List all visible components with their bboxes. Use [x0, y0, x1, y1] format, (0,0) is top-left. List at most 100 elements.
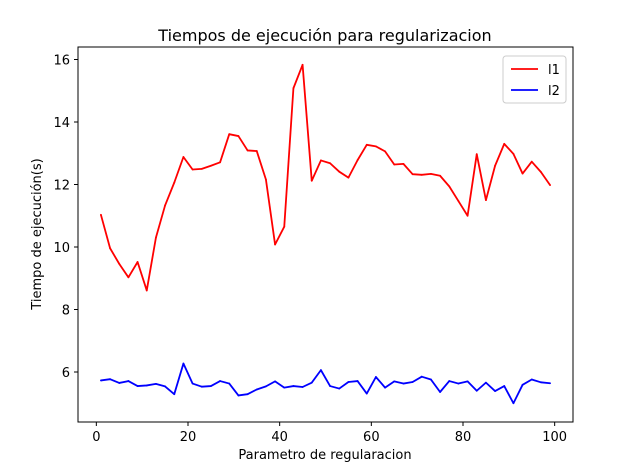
data-point-l1: [530, 160, 533, 163]
data-point-l2: [475, 389, 478, 392]
data-point-l2: [292, 385, 295, 387]
data-point-l1: [356, 159, 359, 162]
data-point-l1: [430, 172, 432, 175]
data-point-l2: [347, 381, 350, 383]
data-point-l1: [320, 159, 322, 162]
data-point-l2: [265, 385, 267, 388]
legend-box: [502, 55, 567, 104]
data-point-l1: [466, 214, 469, 217]
data-point-l2: [136, 385, 139, 387]
x-tick-label: 0: [92, 430, 100, 445]
data-point-l1: [475, 153, 478, 156]
data-point-l1: [274, 243, 276, 246]
data-point-l1: [118, 262, 121, 265]
y-tick-label: 12: [53, 179, 70, 194]
data-point-l2: [219, 380, 221, 382]
data-point-l2: [457, 382, 460, 385]
data-point-l2: [237, 394, 240, 397]
y-axis-label: Tiempo de ejecución(s): [30, 158, 45, 310]
data-point-l2: [191, 382, 194, 385]
data-point-l1: [512, 152, 515, 155]
data-point-l2: [182, 362, 185, 365]
data-point-l1: [136, 261, 139, 263]
x-tick-label: 100: [542, 430, 567, 445]
data-point-l2: [448, 380, 451, 382]
data-point-l2: [375, 376, 377, 378]
data-point-l1: [164, 204, 166, 207]
y-tick-label: 14: [53, 116, 70, 131]
data-point-l2: [274, 380, 276, 383]
data-point-l2: [393, 380, 396, 383]
data-point-l1: [265, 178, 267, 181]
legend-label-l1: l1: [548, 63, 560, 78]
data-point-l2: [228, 382, 231, 385]
data-point-l2: [540, 381, 542, 384]
data-point-l1: [503, 142, 506, 145]
data-point-l2: [503, 385, 506, 387]
data-point-l1: [448, 185, 451, 188]
y-tick-label: 16: [53, 54, 70, 69]
y-tick-label: 6: [62, 366, 70, 381]
data-point-l2: [512, 402, 515, 405]
data-point-l2: [356, 380, 359, 382]
axis-ticks: 0 20 40 60 80 100 6 8 10 12 14 16: [53, 54, 567, 446]
data-point-l2: [530, 378, 533, 381]
data-point-l1: [549, 184, 551, 187]
data-point-l1: [402, 162, 405, 165]
data-point-l1: [246, 149, 249, 152]
data-point-l1: [457, 200, 460, 202]
data-point-l1: [329, 162, 331, 165]
data-point-l2: [118, 382, 121, 384]
data-point-l1: [210, 164, 212, 167]
data-point-l2: [320, 369, 322, 372]
data-point-l2: [494, 390, 496, 392]
data-point-l2: [411, 381, 414, 383]
data-point-l1: [521, 172, 524, 175]
data-point-l1: [283, 225, 286, 228]
data-point-l1: [237, 135, 240, 137]
data-point-l1: [100, 213, 102, 216]
data-point-l1: [182, 156, 185, 158]
data-point-l2: [338, 387, 341, 390]
data-point-l2: [255, 388, 258, 391]
x-tick-label: 80: [455, 430, 472, 445]
data-point-l1: [375, 145, 377, 148]
data-point-l2: [521, 383, 524, 386]
data-point-l1: [173, 181, 176, 184]
data-point-l2: [210, 385, 212, 387]
plot-frame: [77, 46, 574, 423]
data-point-l2: [485, 381, 487, 384]
data-point-l2: [100, 379, 102, 382]
data-point-l1: [540, 171, 542, 173]
data-point-l2: [430, 378, 432, 381]
data-point-l1: [127, 276, 130, 279]
data-point-l2: [145, 384, 148, 387]
x-tick-label: 60: [363, 430, 380, 445]
data-point-l1: [219, 161, 221, 164]
data-point-l1: [228, 133, 231, 136]
data-point-l2: [310, 381, 313, 384]
data-point-l2: [466, 380, 469, 383]
plot-area: [100, 63, 551, 405]
data-point-l1: [365, 143, 368, 146]
data-point-l2: [301, 386, 304, 388]
data-point-l1: [439, 174, 441, 177]
y-tick-label: 8: [62, 304, 70, 319]
data-point-l2: [246, 393, 249, 396]
data-point-l2: [155, 382, 157, 385]
legend-label-l2: l2: [548, 84, 560, 99]
data-point-l2: [200, 385, 203, 388]
data-point-l1: [301, 63, 304, 66]
series-line-l2: [100, 362, 551, 405]
data-point-l2: [365, 392, 368, 395]
data-point-l1: [411, 173, 414, 176]
data-point-l1: [494, 164, 496, 167]
data-point-l1: [109, 247, 111, 250]
data-point-l2: [329, 385, 331, 387]
data-point-l1: [255, 150, 258, 152]
series-line-l1: [100, 63, 551, 292]
data-point-l2: [127, 380, 130, 382]
data-point-l1: [292, 87, 295, 90]
